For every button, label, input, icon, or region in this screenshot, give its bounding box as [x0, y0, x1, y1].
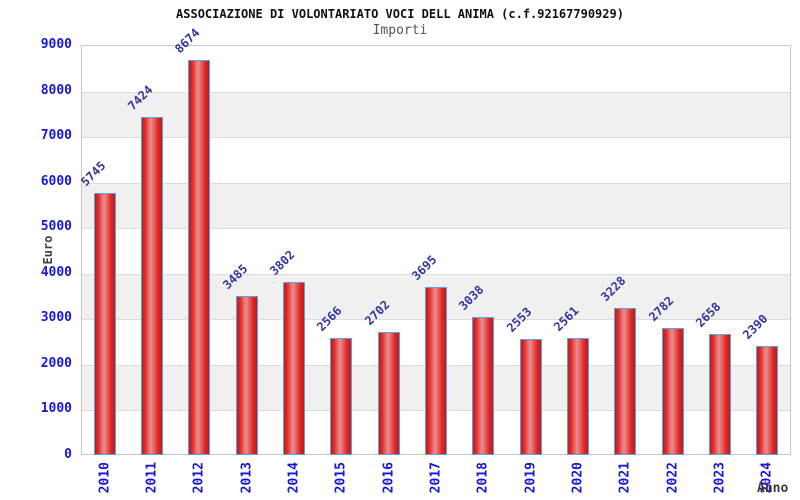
x-tick-text: 2010 — [97, 462, 113, 494]
x-tick-text: 2013 — [239, 462, 255, 494]
bar-2013 — [235, 296, 258, 455]
x-axis-title: Anno — [757, 481, 789, 496]
x-tick-text: 2022 — [665, 462, 681, 494]
x-tick-text: 2016 — [381, 462, 397, 494]
y-tick-label: 3000 — [40, 310, 72, 326]
y-axis-title: Euro — [41, 235, 55, 265]
gridline — [82, 137, 790, 139]
gridline — [82, 182, 790, 184]
bar-2014 — [283, 281, 305, 455]
x-tick-text: 2012 — [191, 462, 207, 494]
y-tick-label: 9000 — [40, 37, 72, 52]
bar-2020 — [567, 338, 589, 455]
bar-2024 — [756, 346, 779, 455]
y-tick-label: 6000 — [40, 173, 72, 189]
bar-2017 — [425, 286, 447, 455]
x-tick-text: 2021 — [617, 462, 633, 494]
bar-2015 — [330, 338, 353, 455]
y-tick-label: 1000 — [40, 401, 72, 417]
x-tick-text: 2023 — [712, 462, 728, 494]
y-tick-label: 7000 — [40, 128, 72, 144]
x-tick-text: 2015 — [333, 462, 349, 494]
x-tick-text: 2011 — [144, 462, 160, 494]
x-tick-text: 2017 — [428, 462, 444, 494]
gridline — [82, 228, 790, 230]
x-tick-text: 2018 — [475, 462, 491, 494]
y-tick-label: 8000 — [40, 82, 72, 98]
bar-2021 — [614, 307, 637, 455]
bar-2018 — [472, 316, 495, 455]
gridline — [82, 273, 790, 275]
bar-2012 — [188, 59, 211, 455]
bar-2023 — [709, 333, 731, 455]
x-tick-text: 2019 — [523, 462, 539, 494]
y-tick-label: 4000 — [40, 264, 72, 280]
x-tick-text: 2014 — [286, 462, 302, 494]
chart-title: ASSOCIAZIONE DI VOLONTARIATO VOCI DELL A… — [176, 7, 624, 21]
bar-2010 — [93, 193, 116, 455]
bar-2011 — [141, 116, 163, 455]
y-tick-label: 5000 — [40, 219, 72, 235]
bar-2016 — [377, 331, 400, 455]
y-tick-label: 0 — [64, 447, 72, 462]
y-tick-label: 2000 — [40, 355, 72, 371]
chart-subtitle: Importi — [372, 23, 428, 38]
x-tick-text: 2020 — [570, 462, 586, 494]
bar-2022 — [661, 328, 684, 455]
gridline — [82, 91, 790, 93]
bar-2019 — [519, 338, 542, 455]
